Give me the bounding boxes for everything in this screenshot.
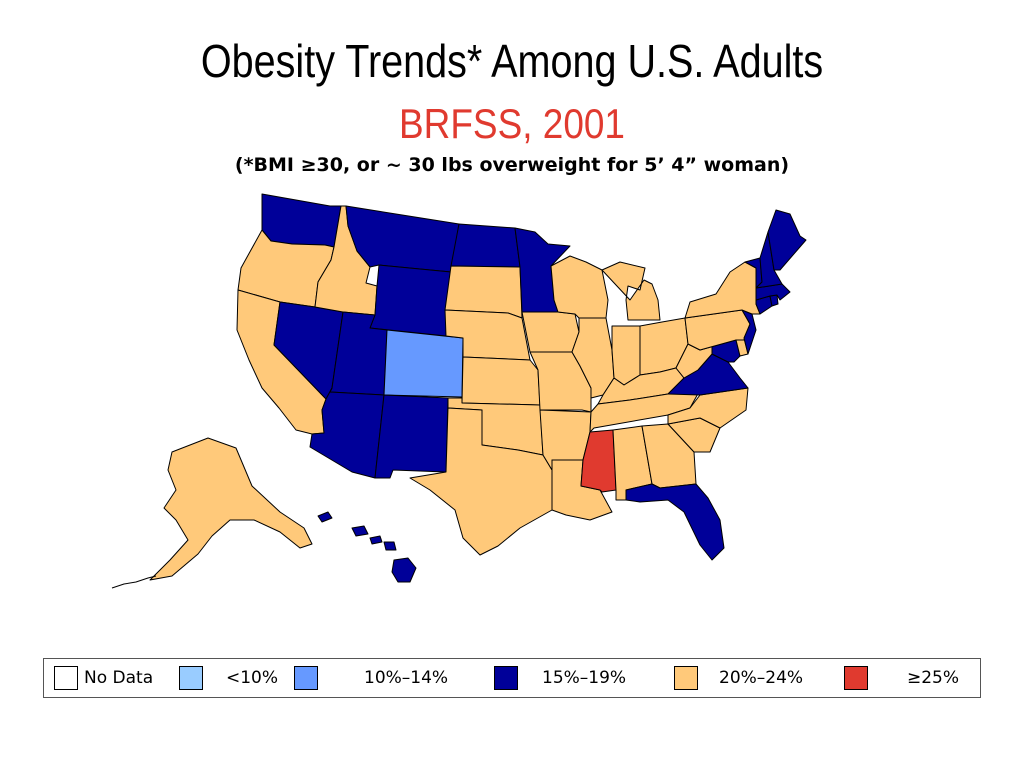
state-WI xyxy=(550,255,609,319)
state-TX xyxy=(409,407,553,556)
state-TN xyxy=(589,389,701,433)
alaska-island-chain xyxy=(111,575,157,589)
state-HI xyxy=(391,557,417,583)
state-NC xyxy=(667,387,749,429)
state-ME xyxy=(767,209,807,271)
state-KS xyxy=(461,356,541,406)
legend-label-20-24: 20%–24% xyxy=(719,668,804,688)
state-IA xyxy=(521,311,580,353)
state-NM xyxy=(374,394,449,479)
hawaii-island-1 xyxy=(317,511,333,523)
legend-swatch-15-19 xyxy=(494,666,518,690)
legend: No Data <10% 10%–14% 15%–19% 20%–24% ≥25… xyxy=(43,658,981,698)
state-MI xyxy=(601,261,661,321)
bmi-footnote: (*BMI ≥30, or ~ 30 lbs overweight for 5’… xyxy=(234,154,790,176)
legend-swatch-no-data xyxy=(54,666,78,690)
state-MA xyxy=(755,283,791,301)
legend-swatch-lt10 xyxy=(179,666,203,690)
state-WY xyxy=(369,264,452,337)
legend-label-10-14: 10%–14% xyxy=(364,668,449,688)
hawaii-island-4 xyxy=(383,541,397,551)
legend-label-lt10: <10% xyxy=(226,668,279,688)
page-title: Obesity Trends* Among U.S. Adults xyxy=(200,35,824,87)
hawaii-island-2 xyxy=(351,525,369,537)
legend-swatch-10-14 xyxy=(294,666,318,690)
state-RI xyxy=(769,294,779,307)
legend-label-ge25: ≥25% xyxy=(907,668,960,688)
legend-label-15-19: 15%–19% xyxy=(542,668,627,688)
hawaii-island-3 xyxy=(369,535,383,545)
state-AK xyxy=(149,437,313,581)
state-WA xyxy=(261,193,342,248)
state-IN xyxy=(611,325,641,386)
state-NY xyxy=(684,261,761,319)
state-CO xyxy=(383,329,464,398)
state-ND xyxy=(450,223,521,268)
legend-swatch-20-24 xyxy=(674,666,698,690)
state-AZ xyxy=(309,387,385,479)
state-FL xyxy=(625,483,725,561)
page-subtitle: BRFSS, 2001 xyxy=(399,100,625,147)
legend-label-no-data: No Data xyxy=(84,668,154,688)
legend-swatch-ge25 xyxy=(844,666,868,690)
state-IL xyxy=(571,317,615,399)
